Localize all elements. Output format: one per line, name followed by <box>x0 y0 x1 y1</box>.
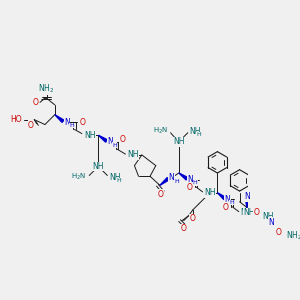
Text: NH: NH <box>173 137 184 146</box>
Text: NH$_2$: NH$_2$ <box>38 82 55 95</box>
Text: H: H <box>230 200 235 205</box>
Text: NH: NH <box>93 162 104 171</box>
Text: O: O <box>119 135 125 144</box>
Text: O: O <box>276 228 282 237</box>
Polygon shape <box>160 178 169 185</box>
Text: O: O <box>190 214 196 224</box>
Text: H: H <box>112 142 117 148</box>
Text: O: O <box>158 190 164 199</box>
Text: H$_2$N: H$_2$N <box>153 126 168 136</box>
Text: NH$_2$: NH$_2$ <box>286 230 300 242</box>
Polygon shape <box>179 173 188 180</box>
Text: NH: NH <box>190 127 201 136</box>
Polygon shape <box>55 115 64 122</box>
Text: H$_2$N: H$_2$N <box>71 172 86 182</box>
Text: O: O <box>223 203 229 212</box>
Text: HO: HO <box>10 115 22 124</box>
Text: N: N <box>188 175 193 184</box>
Text: H: H <box>116 178 121 183</box>
Text: NH: NH <box>240 208 252 217</box>
Text: H: H <box>193 180 198 185</box>
Text: NH: NH <box>109 172 121 182</box>
Polygon shape <box>218 193 226 200</box>
Text: N: N <box>224 195 230 204</box>
Text: NH: NH <box>84 131 96 140</box>
Text: O: O <box>254 208 260 217</box>
Text: O: O <box>80 118 85 127</box>
Polygon shape <box>98 135 107 142</box>
Text: O: O <box>187 183 193 192</box>
Text: NH: NH <box>262 212 274 221</box>
Text: O: O <box>28 121 34 130</box>
Text: N: N <box>244 192 250 201</box>
Text: N: N <box>107 137 113 146</box>
Polygon shape <box>245 199 248 208</box>
Text: NH: NH <box>204 188 216 197</box>
Text: H: H <box>174 179 179 184</box>
Text: NH: NH <box>244 208 255 217</box>
Text: H: H <box>70 123 74 128</box>
Text: H: H <box>196 132 201 137</box>
Text: O: O <box>33 98 39 107</box>
Text: NH: NH <box>127 150 139 159</box>
Polygon shape <box>261 216 269 223</box>
Text: N: N <box>268 218 274 227</box>
Text: N: N <box>169 173 174 182</box>
Text: N: N <box>64 118 70 127</box>
Text: O: O <box>181 224 187 233</box>
